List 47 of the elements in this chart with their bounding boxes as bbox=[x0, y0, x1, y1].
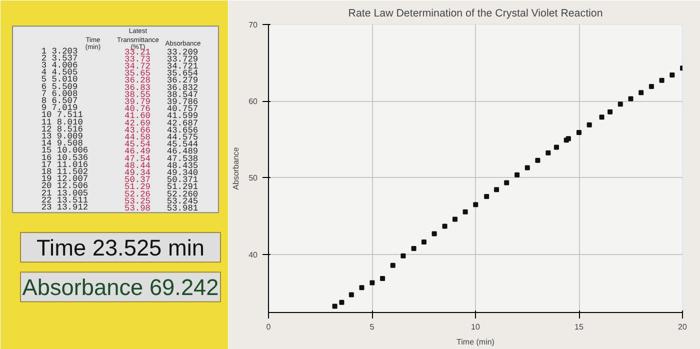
point bbox=[400, 253, 406, 258]
point bbox=[670, 72, 675, 78]
point bbox=[484, 194, 490, 200]
chart-title: Rate Law Determination of the Crystal Violet Reaction bbox=[348, 8, 603, 20]
point bbox=[586, 122, 592, 128]
point bbox=[608, 109, 613, 114]
point bbox=[546, 150, 551, 156]
x-tick-label: 20 bbox=[678, 322, 688, 332]
x-tick-label: 0 bbox=[266, 322, 272, 332]
y-tick-label: 40 bbox=[248, 250, 258, 260]
y-tick-label: 50 bbox=[248, 174, 258, 183]
point bbox=[638, 90, 644, 96]
y-axis-title: Absorbance bbox=[232, 146, 241, 190]
point bbox=[452, 216, 458, 222]
point bbox=[628, 96, 634, 102]
point bbox=[339, 300, 344, 305]
text: Time 23.525 min bbox=[36, 234, 204, 260]
point bbox=[380, 276, 386, 282]
x-axis-title: Time (min) bbox=[456, 338, 495, 346]
y-tick-label: 70 bbox=[248, 20, 258, 30]
point bbox=[659, 78, 664, 83]
point bbox=[494, 187, 500, 192]
point bbox=[442, 224, 448, 229]
x-tick-label: 5 bbox=[370, 322, 375, 332]
point bbox=[370, 280, 375, 286]
point bbox=[599, 114, 604, 120]
point bbox=[554, 144, 559, 150]
point bbox=[411, 246, 416, 251]
point bbox=[421, 240, 426, 245]
point bbox=[648, 84, 654, 90]
point bbox=[332, 304, 338, 309]
point bbox=[432, 231, 437, 236]
y-tick-label: 60 bbox=[248, 97, 258, 106]
point bbox=[473, 202, 478, 208]
point bbox=[535, 158, 540, 163]
x-tick-label: 15 bbox=[574, 322, 584, 332]
point bbox=[514, 172, 520, 178]
point bbox=[524, 165, 530, 170]
point bbox=[462, 209, 468, 214]
text: Absorbance 69.242 bbox=[22, 274, 219, 300]
point bbox=[576, 130, 582, 135]
point bbox=[348, 292, 354, 298]
point bbox=[504, 180, 510, 186]
point bbox=[390, 262, 396, 268]
point bbox=[359, 285, 364, 290]
point bbox=[618, 102, 623, 107]
x-tick-label: 10 bbox=[471, 322, 480, 332]
